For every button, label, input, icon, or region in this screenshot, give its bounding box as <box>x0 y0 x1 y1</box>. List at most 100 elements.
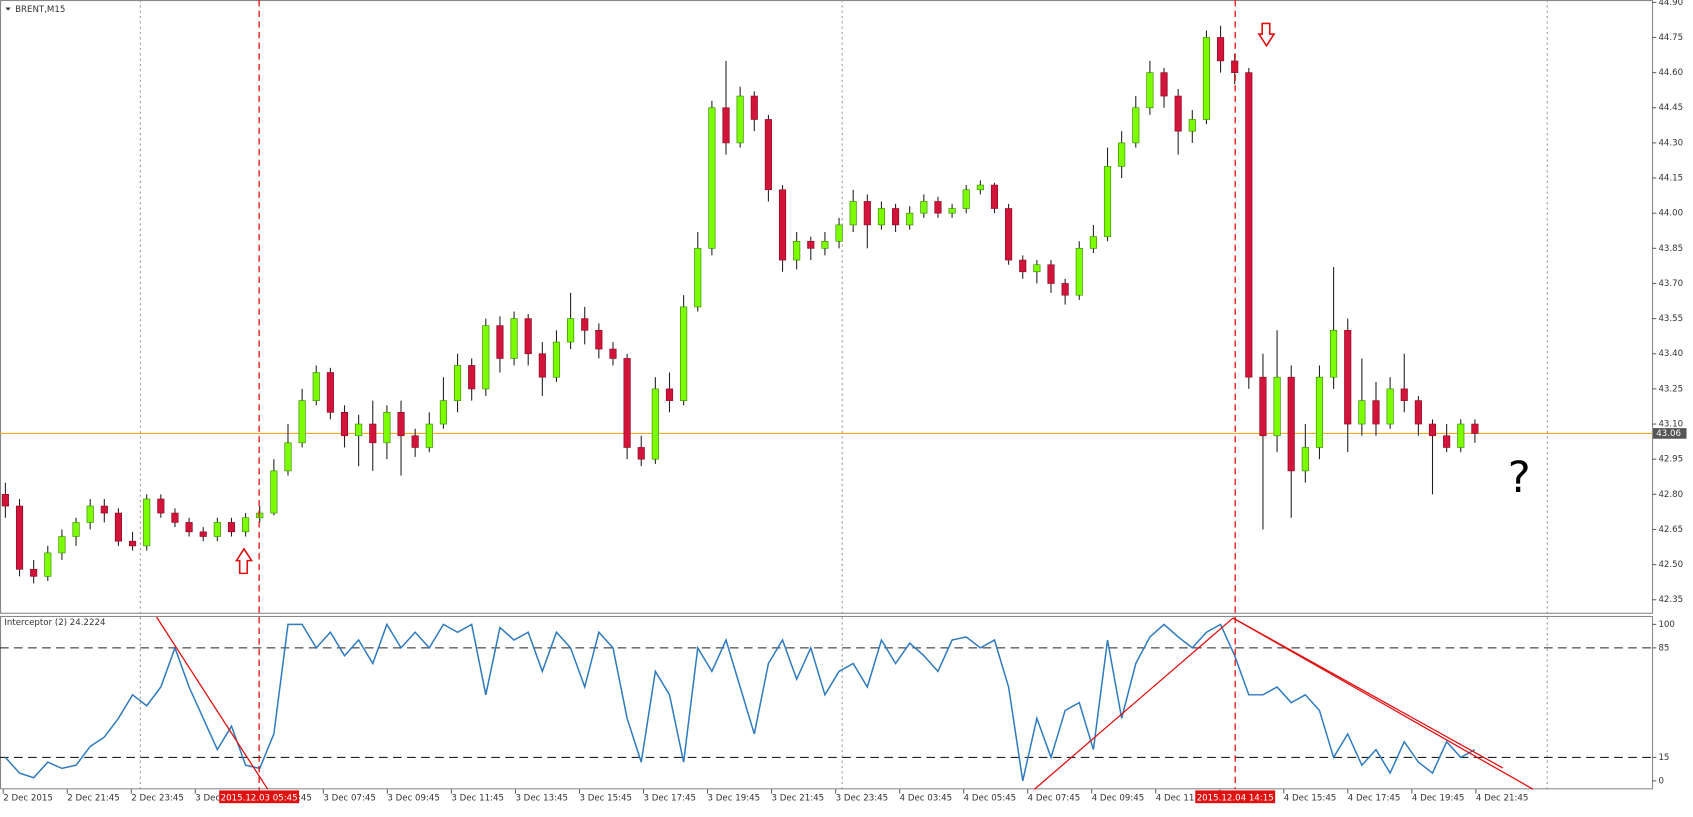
candle-body <box>849 201 857 226</box>
y-tick-label: 15 <box>1658 753 1669 763</box>
candle-body <box>793 240 801 261</box>
candle-body <box>637 447 645 460</box>
x-tick-label: 3 Dec 07:45 <box>323 793 376 803</box>
candle-body <box>736 95 744 144</box>
candle-body <box>934 201 942 214</box>
y-tick-label: 43.70 <box>1658 279 1683 289</box>
y-tick-label: 43.10 <box>1658 420 1683 430</box>
candle-body <box>1315 376 1324 448</box>
candle-body <box>990 184 999 209</box>
y-tick-label: 42.95 <box>1658 455 1683 465</box>
candle-body <box>764 119 772 191</box>
trend-line <box>1232 617 1534 790</box>
candle-body <box>1019 259 1027 273</box>
x-tick-label: 3 Dec 11:45 <box>451 793 504 803</box>
candle-body <box>581 318 589 331</box>
x-tick-label: 3 Dec 21:45 <box>772 793 825 803</box>
candle-body <box>1047 264 1055 284</box>
x-tick-label: 4 Dec 07:45 <box>1028 793 1081 803</box>
candle-body <box>100 505 108 514</box>
candle-body <box>312 372 320 401</box>
candle-body <box>538 353 546 378</box>
candle-body <box>171 512 179 523</box>
candle-body <box>157 498 165 514</box>
candle-body <box>86 505 94 523</box>
candle-body <box>1414 400 1422 425</box>
y-tick-label: 44.60 <box>1658 68 1683 78</box>
candle-body <box>1301 447 1309 472</box>
candle-body <box>1089 236 1097 249</box>
candle-body <box>1245 72 1253 378</box>
x-tick-label: 2 Dec 2015 <box>3 793 53 803</box>
candle-body <box>1033 264 1041 273</box>
annotations <box>156 0 1534 790</box>
trend-line <box>156 616 269 790</box>
candle-body <box>821 240 829 249</box>
candle-body <box>665 388 674 401</box>
marker-label: 2015.12.04 14:15 <box>1197 793 1274 803</box>
candle-body <box>1216 37 1225 62</box>
y-tick-label: 42.35 <box>1658 595 1683 605</box>
x-tick-label: 2 Dec 23:45 <box>131 793 184 803</box>
candle-body <box>1372 400 1380 425</box>
candle-body <box>383 412 391 444</box>
candle-body <box>623 358 631 448</box>
y-tick-label: 42.80 <box>1658 490 1683 500</box>
candle-body <box>72 522 80 537</box>
y-tick-label: 43.40 <box>1658 349 1683 359</box>
x-tick-label: 4 Dec 15:45 <box>1284 793 1337 803</box>
candle-body <box>1358 400 1366 425</box>
candle-body <box>58 536 66 554</box>
y-tick-label: 44.15 <box>1658 174 1683 184</box>
trend-line <box>1033 617 1234 790</box>
y-tick-label: 100 <box>1658 620 1674 630</box>
chart-title: BRENT,M15 <box>15 5 65 15</box>
main-panel-border <box>0 0 1654 614</box>
x-tick-label: 2 Dec 21:45 <box>67 793 120 803</box>
candle-body <box>1103 166 1112 237</box>
candle-body <box>496 325 504 359</box>
y-tick-label: 42.65 <box>1658 525 1683 535</box>
marker-box <box>219 790 300 804</box>
candle-body <box>185 522 193 533</box>
candle-body <box>1132 107 1140 144</box>
candle-body <box>199 531 207 537</box>
candle-body <box>694 248 702 308</box>
title-caret <box>5 7 11 11</box>
candle-body <box>920 201 928 214</box>
candle-body <box>326 372 334 413</box>
current-price-label: 43.06 <box>1656 429 1681 439</box>
candle-body <box>1273 376 1281 437</box>
candle-body <box>722 107 730 144</box>
candle-body <box>425 423 433 448</box>
x-tick-label: 3 Dec 17:45 <box>644 793 697 803</box>
candle-body <box>567 318 575 343</box>
candle-body <box>270 470 278 514</box>
x-tick-label: 4 Dec 03:45 <box>900 793 953 803</box>
candle-body <box>778 189 787 261</box>
candle-body <box>524 318 532 355</box>
candle-body <box>552 341 561 378</box>
x-tick-label: 4 Dec 05:45 <box>964 793 1017 803</box>
candle-body <box>213 522 221 537</box>
candle-body <box>1330 330 1338 378</box>
candle-body <box>962 189 970 209</box>
candle-body <box>340 412 349 437</box>
y-tick-label: 44.00 <box>1658 209 1683 219</box>
y-tick-label: 42.50 <box>1658 560 1683 570</box>
indicator-line <box>4 622 1476 782</box>
x-tick-label: 3 Dec 23:45 <box>836 793 889 803</box>
candle-body <box>906 212 914 226</box>
candle-body <box>1457 423 1465 448</box>
candle-body <box>1443 435 1451 448</box>
x-tick-label: 4 Dec 17:45 <box>1348 793 1401 803</box>
candle-body <box>1386 388 1394 425</box>
marker-box <box>1195 790 1276 804</box>
candle-body <box>680 306 688 401</box>
plot-layer: 42.35 42.50 42.65 42.80 42.95 43.10 43.25 43.40… <box>0 0 1687 803</box>
candle-body <box>439 400 447 425</box>
candle-body <box>15 505 24 570</box>
candle-body <box>948 208 956 214</box>
annotation: ? <box>1508 454 1531 504</box>
